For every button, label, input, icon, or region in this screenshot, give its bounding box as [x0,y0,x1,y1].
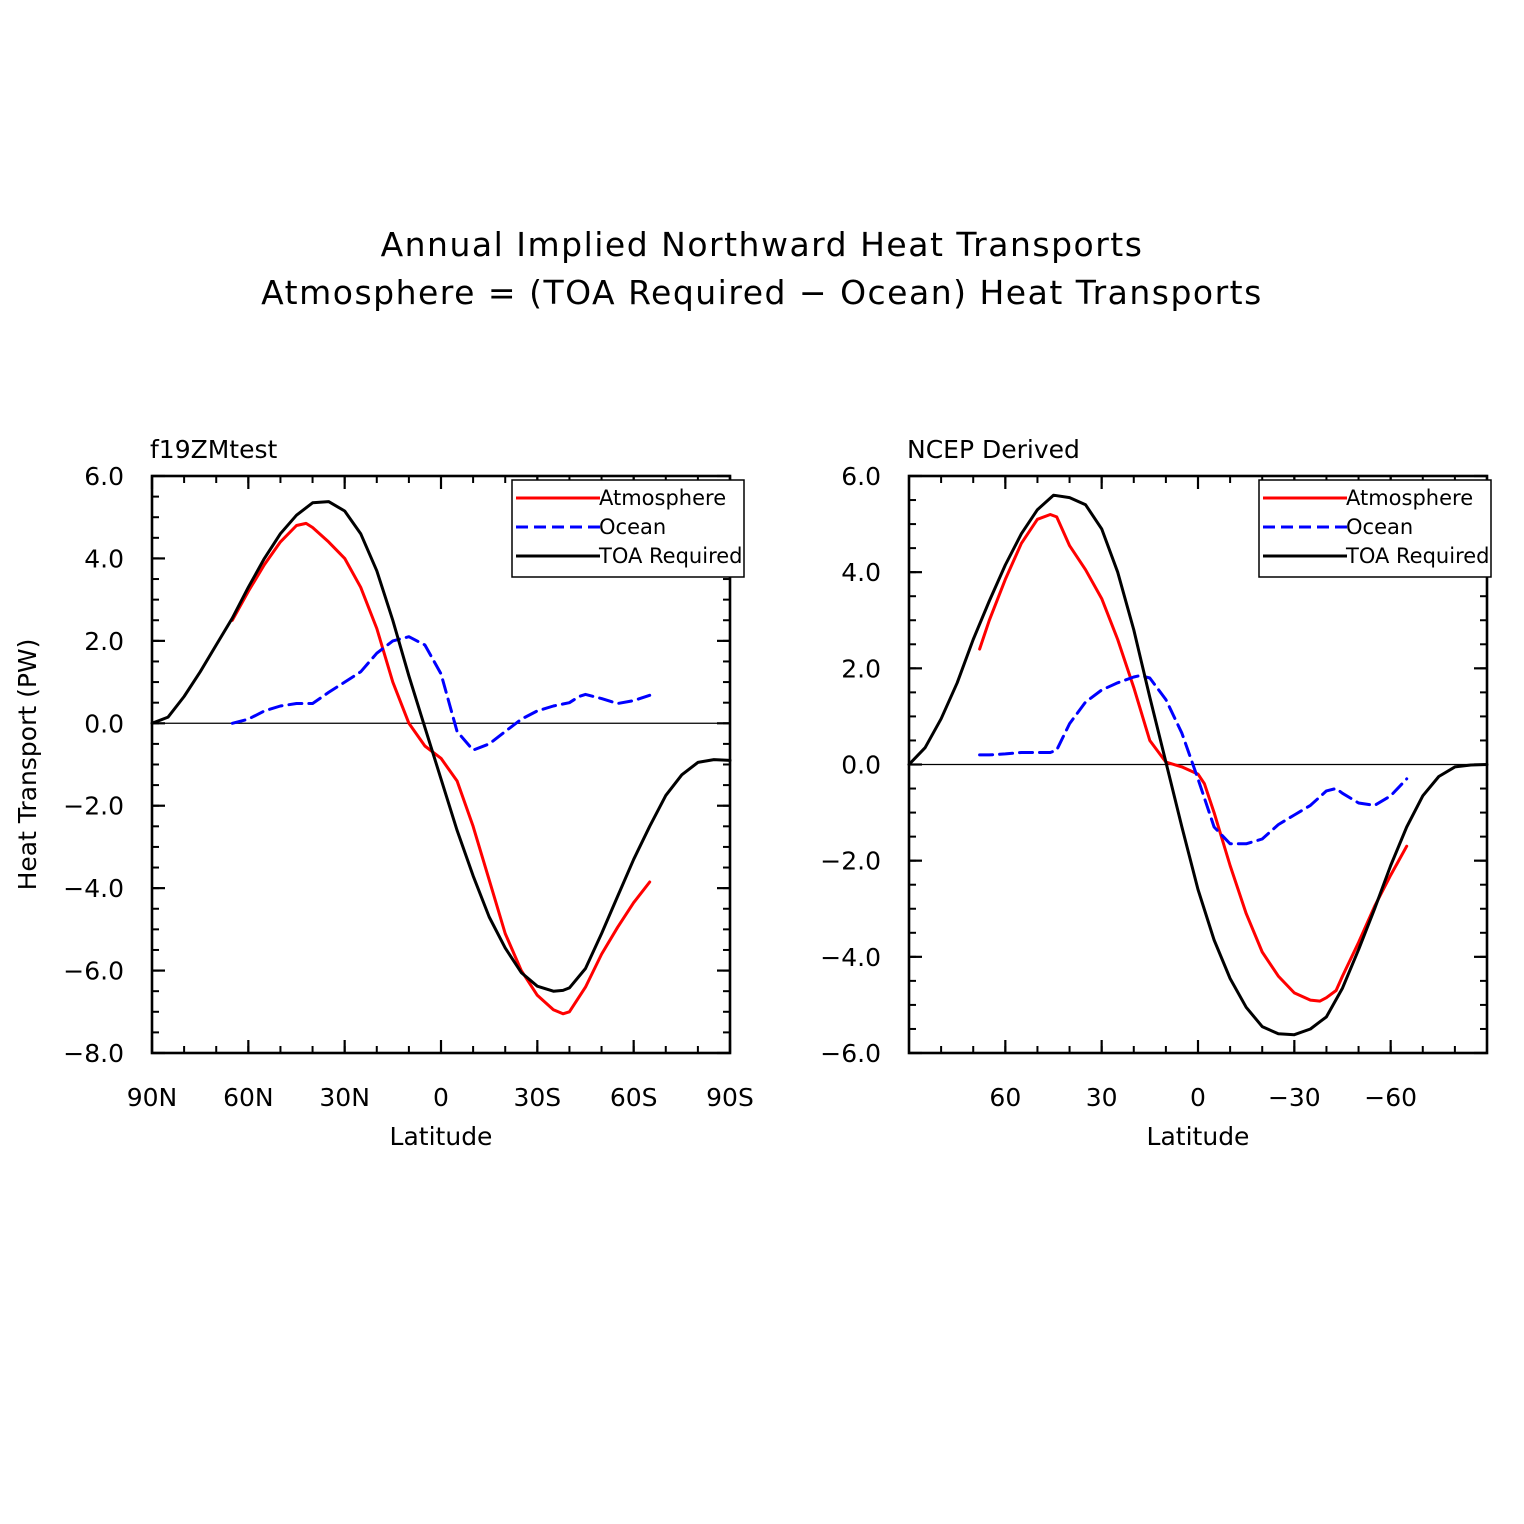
panel-1-ytick-label: −2.0 [63,792,124,821]
panel-1-series-toa-required [150,500,732,993]
panel-1-series-atmosphere [230,521,652,1016]
panel-2-ytick-label: 4.0 [841,558,881,587]
panel-1-xtick-label: 30S [513,1083,561,1112]
panel-1-xtick-label: 90N [127,1083,178,1112]
panel-1-xtick-label: 0 [433,1083,449,1112]
panel-2-ytick-label: 0.0 [841,751,881,780]
panel-2-ytick-label: −6.0 [820,1039,881,1068]
panel-ncep-derived: NCEP Derived 60 30 0 −30 −60 6.0 4.0 2.0 0.0 −2.0 −… [820,435,1492,1151]
figure-title-line2: Atmosphere = (TOA Required − Ocean) Heat… [261,273,1263,312]
panel-2-ytick-label: −2.0 [820,847,881,876]
panel-2-legend-label: Atmosphere [1346,486,1473,510]
panel-1-plot-frame [150,474,732,1055]
panel-2-ytick-label: 2.0 [841,654,881,683]
panel-2-xtick-label: −60 [1364,1083,1417,1112]
panel-1-xaxis-label: Latitude [390,1122,493,1151]
panel-2-xtick-label: 0 [1190,1083,1206,1112]
panel-2-series-ocean [978,674,1409,846]
panel-1-ytick-label: 4.0 [84,544,124,573]
panel-2-series-toa-required [907,493,1489,1037]
panel-1-series-ocean [230,635,652,752]
panel-1-xtick-label: 90S [706,1083,754,1112]
panel-1-xtick-label: 30N [319,1083,370,1112]
panel-2-legend: Atmosphere Ocean TOA Required [1258,479,1492,578]
panel-1-legend-box [511,479,745,578]
panel-1-title: f19ZMtest [150,435,278,464]
panel-1-ytick-label: 6.0 [84,462,124,491]
figure-title-line1: Annual Implied Northward Heat Transports [381,225,1144,264]
panel-2-legend-label: Ocean [1346,515,1413,539]
panel-model-f19ZMtest: f19ZMtest 90N 60N 30N 0 30S 60S 90S 6.0 4.0 2.0 0.0… [13,435,754,1151]
panel-2-title: NCEP Derived [907,435,1080,464]
panel-2-series-atmosphere [978,513,1409,1003]
panel-1-ytick-label: 2.0 [84,627,124,656]
panel-1-ytick-label: 0.0 [84,709,124,738]
panel-2-xtick-label: −30 [1268,1083,1321,1112]
panel-1-ytick-label: −8.0 [63,1039,124,1068]
panel-2-xaxis-label: Latitude [1147,1122,1250,1151]
panel-2-ytick-label: 6.0 [841,462,881,491]
panel-1-yaxis-label: Heat Transport (PW) [13,639,42,891]
panel-1-ytick-label: −6.0 [63,957,124,986]
panel-1-xtick-label: 60N [223,1083,274,1112]
panel-2-plot-frame [907,474,1489,1055]
panel-1-legend-label: Ocean [599,515,666,539]
panel-2-xtick-label: 60 [989,1083,1021,1112]
panel-2-legend-label: TOA Required [1345,544,1490,568]
panel-1-xtick-label: 60S [610,1083,658,1112]
panel-2-xtick-label: 30 [1086,1083,1118,1112]
panel-1-legend-label: TOA Required [598,544,743,568]
panel-2-legend-box [1258,479,1492,578]
panel-1-legend-label: Atmosphere [599,486,726,510]
panel-1-ytick-label: −4.0 [63,874,124,903]
panel-2-ytick-label: −4.0 [820,943,881,972]
panel-1-legend: Atmosphere Ocean TOA Required [511,479,745,578]
